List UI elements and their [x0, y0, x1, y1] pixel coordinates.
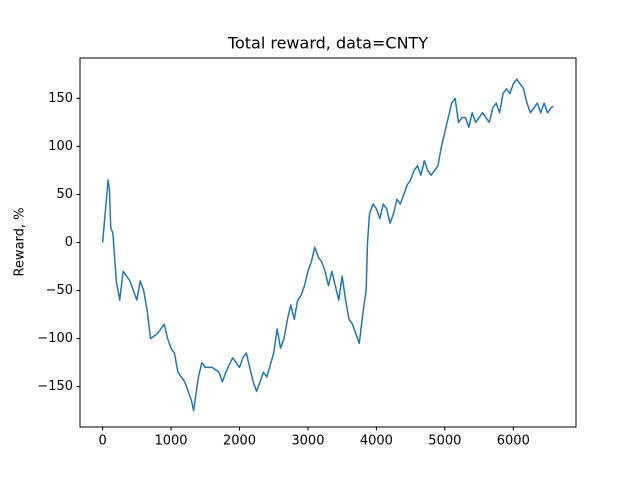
x-tick-label: 1000: [154, 434, 187, 449]
x-tick-label: 0: [98, 434, 106, 449]
y-tick-label: 150: [48, 91, 73, 106]
y-tick-label: −150: [37, 379, 73, 394]
y-tick-label: −50: [46, 283, 73, 298]
y-axis-label: Reward, %: [13, 207, 28, 276]
y-tick-label: 0: [65, 235, 73, 250]
data-line: [101, 78, 554, 412]
y-tick-label: 50: [56, 187, 73, 202]
y-tick-label: −100: [37, 331, 73, 346]
x-tick-label: 4000: [360, 434, 393, 449]
x-tick-label: 5000: [428, 434, 461, 449]
x-tick-label: 6000: [497, 434, 530, 449]
y-tick-label: 100: [48, 139, 73, 154]
x-tick-label: 2000: [223, 434, 256, 449]
chart-title: Total reward, data=CNTY: [227, 34, 428, 53]
x-tick-label: 3000: [291, 434, 324, 449]
